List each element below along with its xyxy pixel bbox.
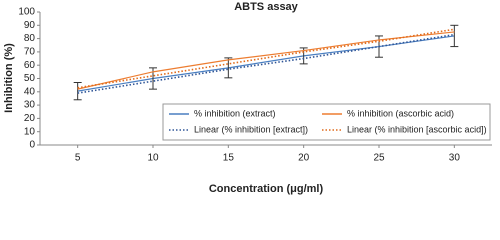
error-bar [450,24,459,48]
y-tick-label: 30 [24,100,36,111]
series-line [77,28,455,89]
y-tick-label: 10 [24,126,36,137]
y-tick-label: 0 [29,140,35,151]
x-axis-label: Concentration (μg/ml) [209,183,324,195]
chart: ABTS assay Concentration (μg/ml) Inhibit… [3,1,492,195]
y-tick-label: 20 [24,113,36,124]
legend-label: % inhibition (extract) [194,108,276,118]
legend-box [162,103,491,141]
y-tick-label: 50 [24,73,36,84]
x-tick-label: 25 [373,153,385,164]
chart-title: ABTS assay [234,1,298,13]
x-tick-label: 15 [223,153,235,164]
x-tick-label: 5 [75,153,81,164]
y-tick-label: 40 [24,86,36,97]
y-tick-label: 100 [18,7,35,18]
error-bar [73,81,82,101]
error-bar [224,57,233,79]
x-tick-label: 30 [449,153,461,164]
y-tick-label: 70 [24,47,36,58]
legend-label: % inhibition (ascorbic acid) [347,108,454,118]
series-line [77,31,455,90]
y-axis-label: Inhibition (%) [3,43,15,113]
legend-label: Linear (% inhibition [ascorbic acid]) [347,124,487,134]
y-tick-label: 80 [24,33,36,44]
y-tick-label: 90 [24,20,36,31]
legend-label: Linear (% inhibition [extract]) [194,124,308,134]
x-tick-label: 20 [298,153,310,164]
series-line [77,35,455,92]
x-tick-label: 10 [147,153,159,164]
series-line [77,33,455,94]
y-tick-label: 60 [24,60,36,71]
